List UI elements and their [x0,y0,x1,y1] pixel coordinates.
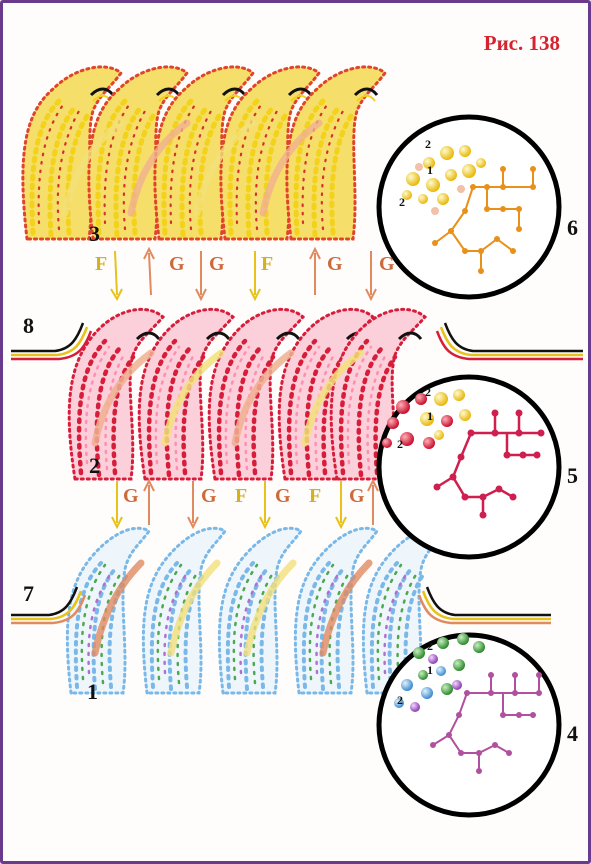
layer-label-3: 3 [89,221,100,246]
inset-label-4: 4 [567,721,578,746]
inset-5-atom-label-2-top: 2 [425,385,431,399]
transition-label: G [201,485,217,507]
side-label-8: 8 [23,313,34,338]
inset-label-5: 5 [567,463,578,488]
transition-label: G [379,253,395,275]
transition-arrows [110,246,379,530]
side-label-7: 7 [23,581,34,606]
inset-6-atom-label-2-bottom: 2 [399,195,405,209]
inset-label-6: 6 [567,215,578,240]
inset-4-atom-label-1: 1 [427,663,433,677]
inset-4-atom-label-2-top: 2 [427,639,433,653]
transition-label: G [123,485,139,507]
inset-4 [376,632,562,818]
inset-5-atom-label-2-bottom: 2 [397,437,403,451]
inset-5 [376,374,562,560]
transition-label: G [209,253,225,275]
transition-label: G [169,253,185,275]
diagram-artwork [11,3,583,818]
transition-label: F [261,253,274,275]
inset-6-atom-label-1: 1 [427,163,433,177]
layer-3-chains [21,67,385,239]
transition-label: F [309,485,322,507]
layer-1-chains [65,526,447,695]
inset-5-atom-label-1: 1 [427,409,433,423]
transition-label: G [327,253,343,275]
layer-2-chains [67,309,425,479]
side-curves [11,322,583,625]
transition-label: G [275,485,291,507]
inset-6 [376,114,562,300]
figure-title: Рис. 138 [483,31,560,55]
transition-label: F [95,253,108,275]
layer-label-2: 2 [89,453,100,478]
layer-label-1: 1 [87,679,98,704]
transition-label: G [349,485,365,507]
inset-4-atom-label-2-bottom: 2 [397,693,403,707]
transition-label: F [235,485,248,507]
inset-6-atom-label-2-top: 2 [425,137,431,151]
